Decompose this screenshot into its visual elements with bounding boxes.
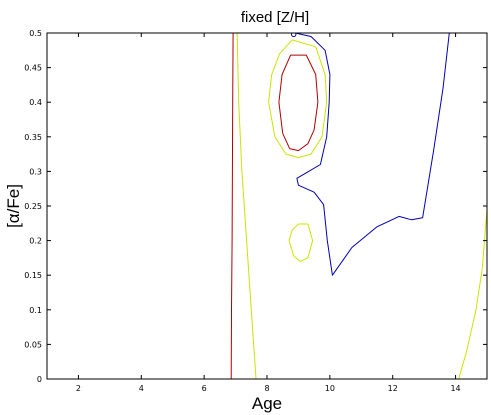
plot-frame bbox=[46, 32, 488, 380]
y-tick-label: 0.35 bbox=[24, 133, 42, 142]
y-tick-label: 0.15 bbox=[24, 271, 42, 280]
x-tick-label: 12 bbox=[388, 384, 398, 393]
contour-line-green-right bbox=[458, 209, 487, 379]
chart-title: fixed [Z/H] bbox=[241, 9, 309, 26]
contour-line-blue-contour bbox=[295, 33, 450, 276]
y-tick-label: 0.4 bbox=[29, 98, 42, 107]
y-tick-label: 0.5 bbox=[29, 29, 42, 38]
x-tick-label: 14 bbox=[450, 384, 460, 393]
x-tick-label: 2 bbox=[76, 384, 81, 393]
y-tick-label: 0.1 bbox=[29, 306, 42, 315]
x-axis-label: Age bbox=[252, 394, 282, 413]
x-tick-label: 10 bbox=[325, 384, 335, 393]
contour-line-green-vertical bbox=[236, 33, 257, 379]
x-tick-label: 6 bbox=[202, 384, 207, 393]
x-tick-label: 4 bbox=[139, 384, 144, 393]
contour-line-green-oval bbox=[268, 39, 328, 159]
contour-line-red-vertical bbox=[230, 33, 234, 379]
contour-marker-small-circle bbox=[291, 33, 297, 38]
y-tick-label: 0 bbox=[37, 375, 42, 384]
contour-lines bbox=[230, 33, 487, 379]
x-axis-ticks: 2 4 6 8 10 12 14 bbox=[76, 33, 461, 393]
y-axis-label: [α/Fe] bbox=[4, 184, 23, 228]
y-tick-label: 0.45 bbox=[24, 64, 42, 73]
y-axis-ticks: 0 0.05 0.1 0.15 0.2 0.25 0.3 0.35 0.4 0.45 0.5 bbox=[24, 29, 487, 384]
contour-line-red-oval bbox=[278, 54, 319, 152]
contour-line-green-small-oval bbox=[288, 223, 314, 262]
x-tick-label: 8 bbox=[264, 384, 269, 393]
y-tick-label: 0.3 bbox=[29, 167, 42, 176]
y-tick-label: 0.05 bbox=[24, 340, 42, 349]
y-tick-label: 0.25 bbox=[24, 202, 42, 211]
y-tick-label: 0.2 bbox=[29, 237, 42, 246]
